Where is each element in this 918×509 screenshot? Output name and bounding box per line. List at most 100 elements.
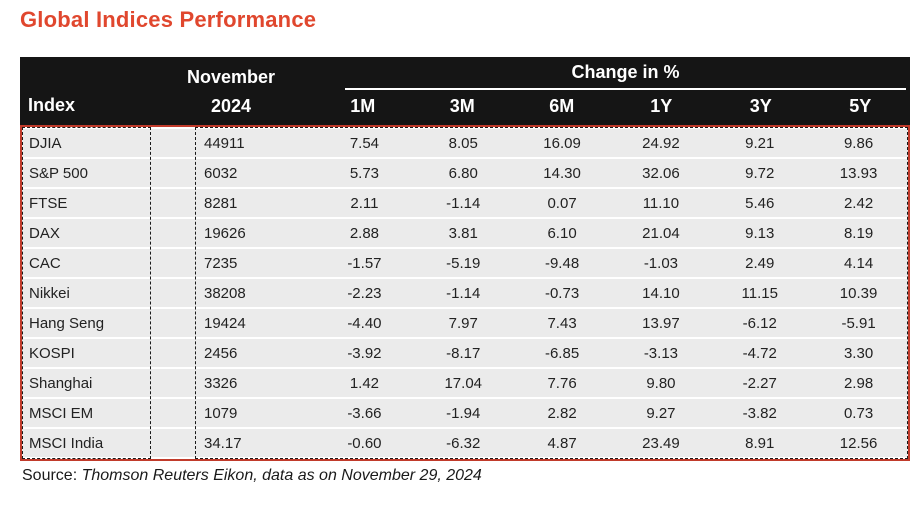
november-value-cell: 8281 (204, 194, 238, 212)
november-value-cell: 19424 (204, 314, 246, 332)
column-header-1m: 1M (350, 96, 376, 116)
change-6m-cell: 6.10 (547, 224, 577, 242)
index-name-cell: DAX (29, 224, 60, 242)
change-1y-cell: 21.04 (642, 224, 680, 242)
change-5y-cell: 2.98 (843, 374, 874, 392)
table-row: S&P 500 6032 5.73 6.80 14.30 32.06 9.72 13.93 (22, 159, 908, 187)
change-1m-cell: 1.42 (349, 374, 380, 392)
source-text: Thomson Reuters Eikon, data as on Novemb… (81, 467, 482, 484)
index-name-cell: FTSE (29, 194, 68, 212)
change-1m-cell: -3.92 (347, 344, 382, 362)
index-name-cell: Nikkei (29, 284, 70, 302)
change-1y-cell: -3.13 (643, 344, 679, 362)
table-row: DAX 19626 2.88 3.81 6.10 21.04 9.13 8.19 (22, 219, 908, 247)
column-header-november-2024: November 2024 (149, 61, 313, 121)
table-row: CAC 7235 -1.57 -5.19 -9.48 -1.03 2.49 4.14 (22, 249, 908, 277)
change-1m-cell: 7.54 (349, 134, 380, 152)
change-5y-cell: 3.30 (843, 344, 874, 362)
change-6m-cell: 14.30 (543, 164, 581, 182)
change-5y-cell: 2.42 (843, 194, 874, 212)
column-header-3m: 3M (449, 96, 475, 116)
change-1y-cell: 9.27 (646, 404, 676, 422)
indices-table: Index November 2024 Change in % 1M 3M 6M 1Y… (20, 57, 910, 461)
index-name-cell: S&P 500 (29, 164, 88, 182)
change-3y-cell: -3.82 (742, 404, 777, 422)
table-row: MSCI EM 1079 -3.66 -1.94 2.82 9.27 -3.82 0.73 (22, 399, 908, 427)
index-name-cell: Hang Seng (29, 314, 105, 332)
change-3y-cell: -4.72 (742, 344, 777, 362)
table-row: FTSE 8281 2.11 -1.14 0.07 11.10 5.46 2.42 (22, 189, 908, 217)
index-name-cell: MSCI EM (29, 404, 94, 422)
change-group-header: Change in % 1M 3M 6M 1Y 3Y 5Y (313, 57, 910, 125)
change-3m-cell: 6.80 (448, 164, 478, 182)
change-3m-cell: -5.19 (446, 254, 481, 272)
table-row: Shanghai 3326 1.42 17.04 7.76 9.80 -2.27 2.98 (22, 369, 908, 397)
change-3y-cell: -2.27 (742, 374, 777, 392)
table-row: Hang Seng 19424 -4.40 7.97 7.43 13.97 -6.12 -5.… (22, 309, 908, 337)
source-prefix: Source: (22, 467, 82, 484)
change-1m-cell: -0.60 (347, 434, 382, 452)
change-1m-cell: 2.88 (349, 224, 380, 242)
table-body-rows: DJIA 44911 7.54 8.05 16.09 24.92 9.21 9.86 S&P 5… (22, 127, 908, 459)
index-name-cell: CAC (29, 254, 61, 272)
november-value-cell: 44911 (204, 134, 245, 152)
index-name-cell: Shanghai (29, 374, 93, 392)
change-1y-cell: -1.03 (643, 254, 679, 272)
change-3m-cell: 17.04 (444, 374, 483, 392)
table-header: Index November 2024 Change in % 1M 3M 6M 1Y… (20, 57, 910, 125)
change-3y-cell: 11.15 (741, 284, 778, 302)
november-value-cell: 7235 (204, 254, 238, 272)
change-3y-cell: -6.12 (742, 314, 777, 332)
november-value-cell: 3326 (204, 374, 238, 392)
change-5y-cell: 0.73 (843, 404, 874, 422)
change-6m-cell: -6.85 (544, 344, 580, 362)
change-1y-cell: 11.10 (642, 194, 680, 212)
change-6m-cell: -0.73 (544, 284, 580, 302)
source-note: Source: Thomson Reuters Eikon, data as o… (22, 467, 482, 485)
change-1m-cell: -4.40 (347, 314, 382, 332)
change-6m-cell: 7.76 (547, 374, 577, 392)
change-5y-cell: 4.14 (843, 254, 874, 272)
november-label-line1: November (186, 67, 276, 88)
november-value-cell: 2456 (204, 344, 238, 362)
change-6m-cell: -9.48 (544, 254, 580, 272)
november-value-cell: 6032 (204, 164, 238, 182)
change-3m-cell: -1.94 (446, 404, 481, 422)
change-5y-cell: 12.56 (839, 434, 878, 452)
change-1y-cell: 9.80 (646, 374, 676, 392)
table-row: DJIA 44911 7.54 8.05 16.09 24.92 9.21 9.86 (22, 129, 908, 157)
november-value-cell: 19626 (204, 224, 246, 242)
change-3y-cell: 9.21 (745, 134, 775, 152)
period-headers: 1M 3M 6M 1Y 3Y 5Y (313, 90, 910, 125)
change-3y-cell: 2.49 (745, 254, 775, 272)
change-1y-cell: 13.97 (642, 314, 680, 332)
column-header-6m: 6M (549, 96, 575, 116)
index-name-cell: DJIA (29, 134, 62, 152)
november-value-cell: 38208 (204, 284, 246, 302)
change-1m-cell: -3.66 (347, 404, 382, 422)
table-row: KOSPI 2456 -3.92 -8.17 -6.85 -3.13 -4.72 3.30 (22, 339, 908, 367)
change-3m-cell: 7.97 (448, 314, 478, 332)
change-1m-cell: 5.73 (349, 164, 380, 182)
change-3m-cell: -1.14 (446, 194, 481, 212)
change-5y-cell: 8.19 (843, 224, 874, 242)
november-label-line2: 2024 (210, 96, 252, 116)
change-3m-cell: 3.81 (448, 224, 478, 242)
index-name-cell: MSCI India (29, 434, 104, 452)
column-header-index: Index (28, 95, 76, 115)
change-1m-cell: -1.57 (347, 254, 382, 272)
change-6m-cell: 0.07 (547, 194, 577, 212)
column-header-5y: 5Y (849, 96, 872, 116)
change-1y-cell: 32.06 (642, 164, 680, 182)
change-3m-cell: -8.17 (446, 344, 481, 362)
change-3y-cell: 8.91 (745, 434, 775, 452)
column-header-3y: 3Y (749, 96, 772, 116)
change-3y-cell: 5.46 (745, 194, 775, 212)
change-1y-cell: 23.49 (642, 434, 680, 452)
change-3y-cell: 9.72 (745, 164, 775, 182)
change-6m-cell: 4.87 (547, 434, 577, 452)
change-3m-cell: -1.14 (446, 284, 481, 302)
change-3y-cell: 9.13 (745, 224, 775, 242)
november-value-cell: 1079 (204, 404, 238, 422)
